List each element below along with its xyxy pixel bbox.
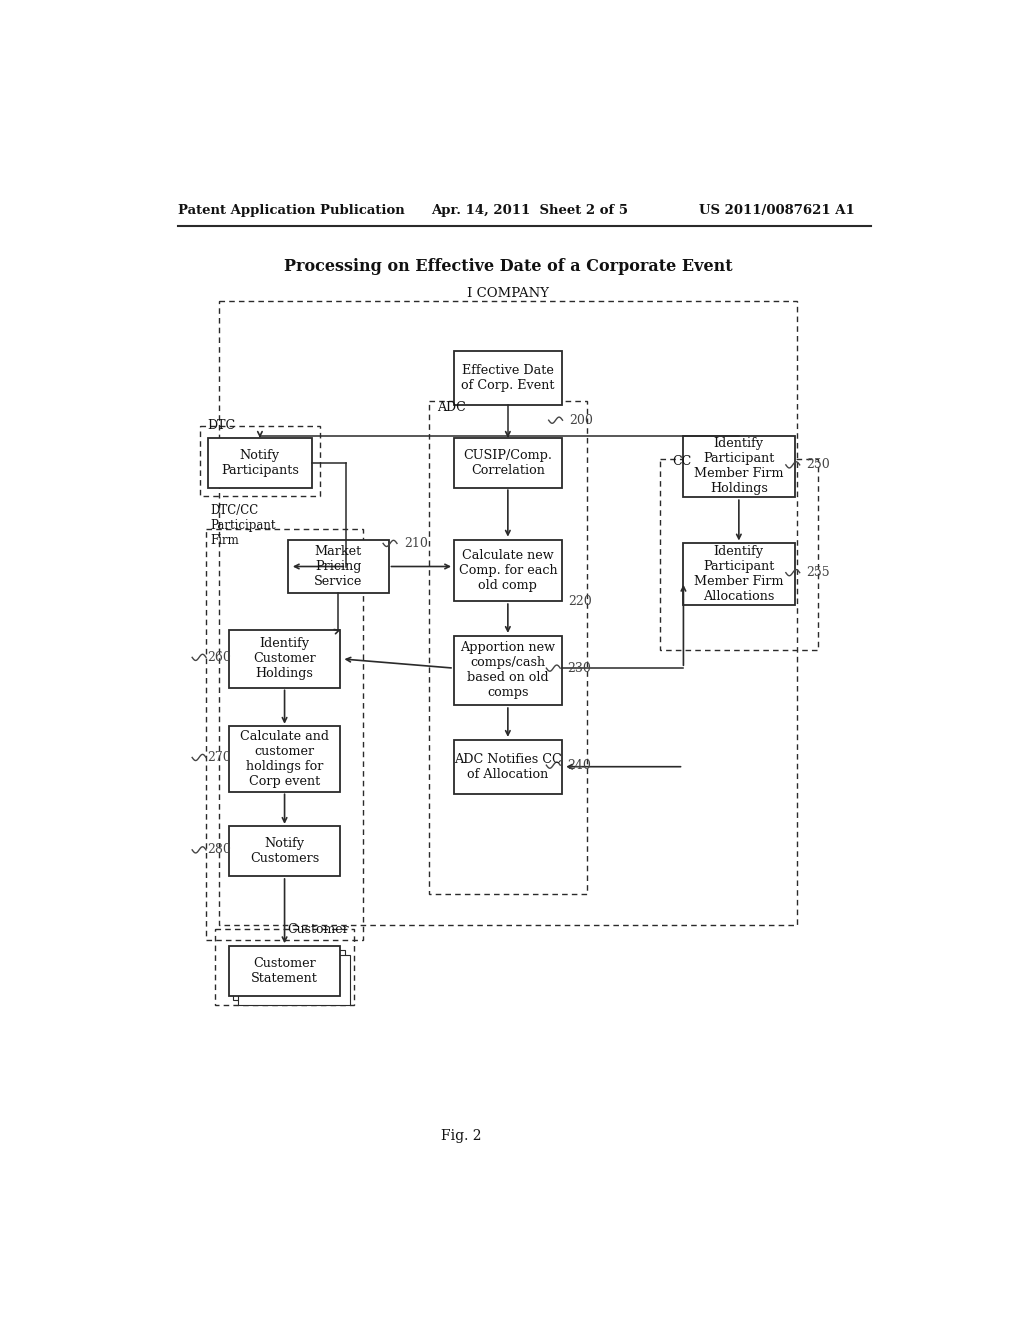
Text: Notify
Customers: Notify Customers <box>250 837 319 866</box>
Text: 255: 255 <box>807 566 830 579</box>
Text: 260: 260 <box>208 651 231 664</box>
Text: Calculate new
Comp. for each
old comp: Calculate new Comp. for each old comp <box>459 549 557 591</box>
Bar <box>206 529 364 940</box>
Text: Patent Application Publication: Patent Application Publication <box>178 205 406 218</box>
Bar <box>454 351 562 405</box>
Text: Identify
Participant
Member Firm
Allocations: Identify Participant Member Firm Allocat… <box>694 545 783 603</box>
Bar <box>238 954 349 1005</box>
Text: 240: 240 <box>567 759 591 772</box>
Text: US 2011/0087621 A1: US 2011/0087621 A1 <box>698 205 855 218</box>
Text: Customer: Customer <box>287 923 348 936</box>
Bar <box>454 437 562 487</box>
Text: 280: 280 <box>208 843 231 857</box>
Bar <box>201 425 319 496</box>
Bar <box>228 726 340 792</box>
Text: 210: 210 <box>403 537 428 550</box>
Text: 270: 270 <box>208 751 231 764</box>
Text: 200: 200 <box>569 413 593 426</box>
Bar <box>219 301 797 924</box>
Text: Identify
Participant
Member Firm
Holdings: Identify Participant Member Firm Holding… <box>694 437 783 495</box>
Bar <box>454 540 562 601</box>
Text: 230: 230 <box>567 661 591 675</box>
Text: Effective Date
of Corp. Event: Effective Date of Corp. Event <box>461 364 555 392</box>
Text: Fig. 2: Fig. 2 <box>441 1130 482 1143</box>
Bar <box>683 544 795 605</box>
Text: Apportion new
comps/cash
based on old
comps: Apportion new comps/cash based on old co… <box>461 642 555 700</box>
Text: 250: 250 <box>807 458 830 471</box>
Text: ADC Notifies CC
of Allocation: ADC Notifies CC of Allocation <box>454 752 562 780</box>
Bar <box>228 630 340 688</box>
Bar <box>659 459 818 651</box>
Text: DTC/CC
Participant
Firm: DTC/CC Participant Firm <box>210 504 275 548</box>
Text: 220: 220 <box>568 594 592 607</box>
Bar <box>683 436 795 498</box>
Text: CUSIP/Comp.
Correlation: CUSIP/Comp. Correlation <box>463 449 552 477</box>
Text: Apr. 14, 2011  Sheet 2 of 5: Apr. 14, 2011 Sheet 2 of 5 <box>431 205 628 218</box>
Bar <box>454 636 562 705</box>
Text: Customer
Statement: Customer Statement <box>251 957 318 985</box>
Bar <box>215 929 354 1005</box>
Text: Identify
Customer
Holdings: Identify Customer Holdings <box>253 638 316 680</box>
Text: CC: CC <box>673 455 692 469</box>
Text: I COMPANY: I COMPANY <box>467 286 549 300</box>
Bar <box>228 945 340 995</box>
Bar <box>228 826 340 876</box>
Text: Processing on Effective Date of a Corporate Event: Processing on Effective Date of a Corpor… <box>284 257 732 275</box>
Text: ADC: ADC <box>437 400 466 413</box>
Bar <box>233 950 345 1001</box>
Text: DTC: DTC <box>208 418 236 432</box>
Bar <box>454 739 562 793</box>
Text: Market
Pricing
Service: Market Pricing Service <box>314 545 362 587</box>
Bar <box>208 437 312 487</box>
Text: Notify
Participants: Notify Participants <box>221 449 299 477</box>
Text: Calculate and
customer
holdings for
Corp event: Calculate and customer holdings for Corp… <box>240 730 329 788</box>
Bar <box>429 401 587 894</box>
Bar <box>289 540 388 594</box>
